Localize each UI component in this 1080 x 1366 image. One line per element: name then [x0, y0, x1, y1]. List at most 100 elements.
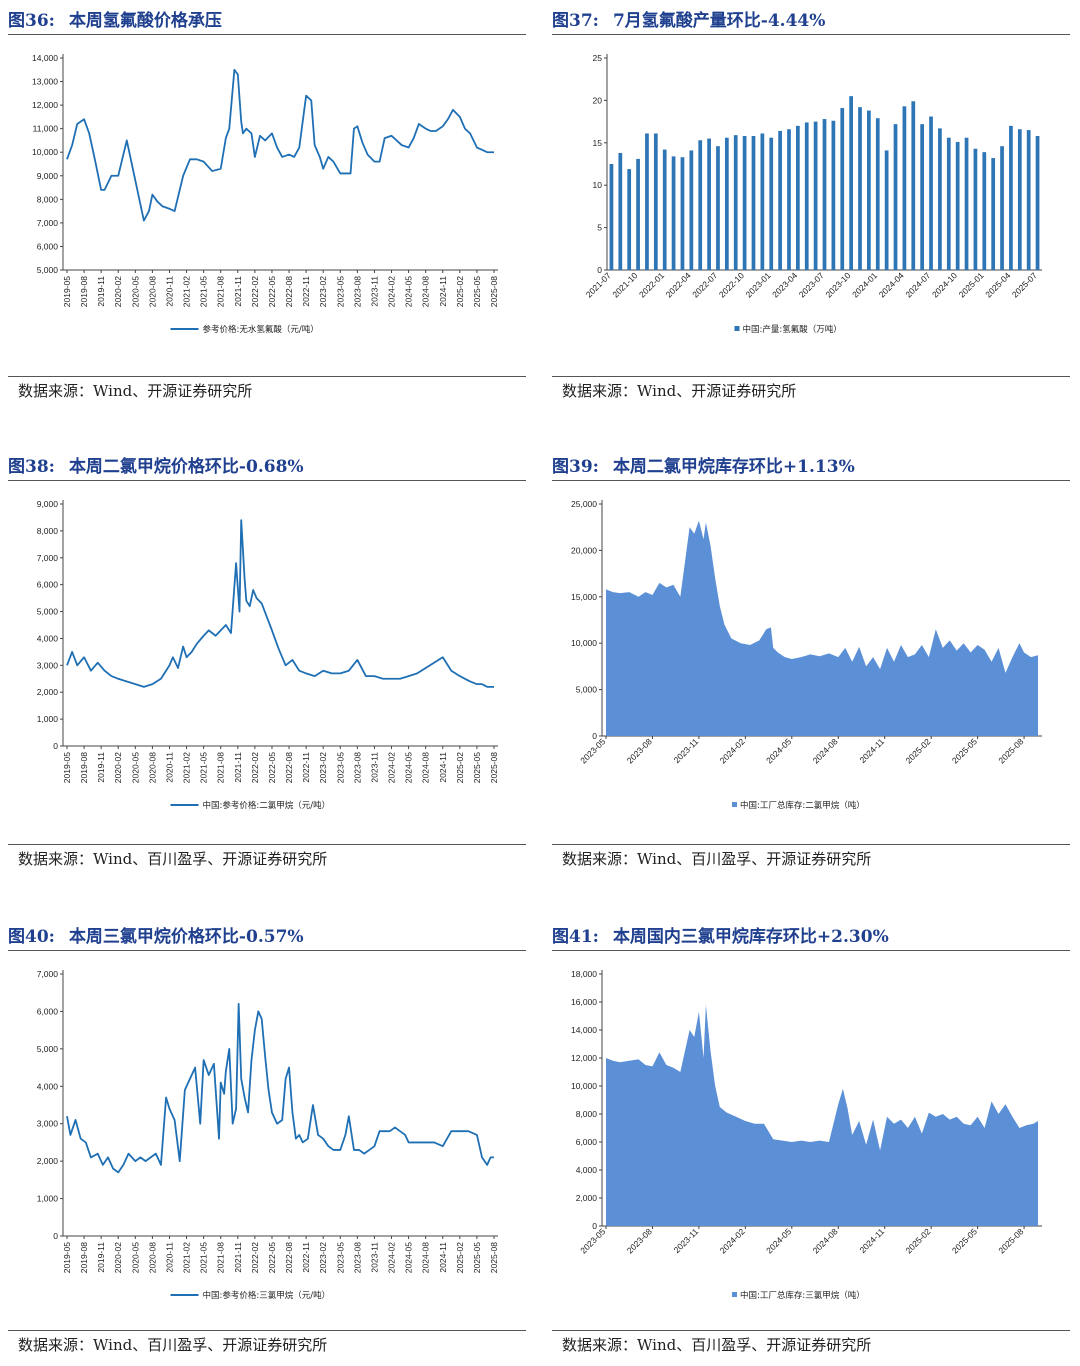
legend-label: 参考价格:无水氢氟酸（元/吨）	[203, 324, 319, 335]
bar	[609, 164, 614, 270]
legend-label: 中国:产量:氢氟酸（万吨）	[743, 324, 842, 335]
x-tick-label: 2020-08	[147, 1242, 157, 1273]
panel-fig41: 图41: 本周国内三氯甲烷库存环比+2.30% 0 2,000 4,000 6,000 8…	[552, 922, 1070, 1362]
y-tick-label: 0	[53, 741, 58, 751]
chart-svg: 0 2,000 4,000 6,000 8,000 10,000 12,000 14,000 1…	[571, 969, 1042, 1301]
x-tick-label: 2023-08	[352, 276, 362, 307]
figure-heading: 7月氢氟酸产量环比-4.44%	[612, 11, 826, 31]
x-tick-label: 2024-02	[387, 1242, 397, 1273]
bar	[769, 137, 774, 270]
figure-heading: 本周氢氟酸价格承压	[68, 11, 222, 31]
bar	[920, 124, 925, 270]
bar	[653, 133, 658, 270]
x-tick-label: 2024-11	[438, 1242, 448, 1273]
source-note: 数据来源：Wind、开源证券研究所	[562, 382, 797, 400]
x-tick-label: 2023-08	[625, 736, 654, 765]
x-tick-label: 2025-05	[950, 736, 979, 765]
y-tick-label: 13,000	[32, 77, 58, 87]
bar	[893, 124, 898, 270]
bar	[760, 133, 765, 270]
y-tick-label: 5,000	[576, 685, 598, 695]
x-tick-label: 2025-08	[996, 736, 1025, 765]
x-tick-label: 2020-05	[130, 276, 140, 307]
bar	[804, 122, 809, 270]
y-tick-label: 1,000	[37, 714, 59, 724]
x-tick-label: 2020-11	[164, 276, 174, 307]
x-tick-label: 2022-02	[250, 752, 260, 783]
bar	[1035, 136, 1040, 270]
x-tick-label: 2024-11	[857, 736, 886, 765]
y-tick-label: 8,000	[37, 526, 59, 536]
x-tick-label: 2025-01	[957, 270, 986, 299]
x-tick-label: 2025-02	[455, 752, 465, 783]
x-tick-label: 2025-08	[996, 1226, 1025, 1255]
y-tick-label: 2,000	[37, 1156, 59, 1166]
y-tick-label: 4,000	[37, 1081, 59, 1091]
x-tick-label: 2025-02	[903, 1226, 932, 1255]
figure-number: 图37:	[552, 11, 599, 31]
x-tick-label: 2023-11	[369, 1242, 379, 1273]
x-tick-label: 2024-02	[387, 276, 397, 307]
y-tick-label: 20	[593, 95, 603, 105]
bar	[929, 116, 933, 271]
x-tick-label: 2021-11	[233, 276, 243, 307]
figure-number: 图36:	[8, 11, 55, 31]
x-tick-label: 2020-02	[113, 276, 123, 307]
x-tick-label: 2022-02	[250, 276, 260, 307]
bar	[778, 130, 782, 270]
chart-tcm-price: 0 1,000 2,000 3,000 4,000 5,000 6,000 7,000 2019…	[8, 956, 526, 1326]
bar	[813, 121, 818, 270]
title-rule	[8, 480, 526, 481]
x-tick-label: 2021-10	[610, 270, 639, 299]
bar	[671, 156, 676, 270]
bar	[618, 152, 623, 270]
y-tick-label: 2,000	[576, 1193, 598, 1203]
series-area	[606, 520, 1038, 736]
x-tick-label: 2024-11	[857, 1226, 886, 1255]
y-tick-label: 25	[593, 53, 603, 63]
x-tick-label: 2023-07	[797, 270, 826, 299]
y-tick-label: 5,000	[37, 1044, 59, 1054]
x-tick-label: 2021-11	[233, 752, 243, 783]
x-tick-label: 2023-08	[625, 1226, 654, 1255]
y-tick-label: 4,000	[37, 633, 59, 643]
x-tick-label: 2023-01	[744, 270, 773, 299]
x-tick-label: 2020-02	[113, 1242, 123, 1273]
title-rule	[552, 950, 1070, 951]
x-tick-label: 2025-07	[1010, 270, 1039, 299]
chart-svg: 0 1,000 2,000 3,000 4,000 5,000 6,000 7,000 2019…	[37, 969, 499, 1301]
x-tick-label: 2021-05	[199, 1242, 209, 1273]
x-tick-label: 2025-05	[472, 276, 482, 307]
figure-number: 图39:	[552, 457, 599, 477]
title-rule	[8, 34, 526, 35]
y-tick-label: 5	[597, 223, 602, 233]
bar	[689, 150, 694, 270]
x-tick-label: 2025-04	[983, 270, 1012, 299]
x-tick-label: 2022-02	[250, 1242, 260, 1273]
legend-label: 中国:参考价格:二氯甲烷（元/吨）	[203, 800, 331, 811]
x-tick-label: 2023-02	[318, 1242, 328, 1273]
panel-title: 图37: 7月氢氟酸产量环比-4.44%	[552, 6, 1070, 34]
x-tick-label: 2021-02	[182, 752, 192, 783]
y-tick-label: 5,000	[37, 607, 59, 617]
x-tick-label: 2019-11	[96, 276, 106, 307]
x-tick-label: 2024-05	[404, 752, 414, 783]
bar	[840, 108, 845, 270]
y-tick-label: 9,000	[37, 171, 59, 181]
y-tick-label: 9,000	[37, 499, 59, 509]
y-tick-label: 10,000	[571, 638, 597, 648]
panel-fig40: 图40: 本周三氯甲烷价格环比-0.57% 0 1,000 2,000 3,000 4,0…	[8, 922, 526, 1362]
bar	[627, 169, 632, 270]
y-tick-label: 6,000	[576, 1137, 598, 1147]
x-tick-label: 2022-01	[637, 270, 666, 299]
y-tick-label: 6,000	[37, 580, 59, 590]
x-tick-label: 2025-02	[903, 736, 932, 765]
source-note: 数据来源：Wind、百川盈孚、开源证券研究所	[562, 1336, 872, 1354]
legend-swatch	[732, 1292, 737, 1297]
figure-heading: 本周二氯甲烷库存环比+1.13%	[612, 457, 855, 477]
x-tick-label: 2019-11	[96, 1242, 106, 1273]
bar	[733, 135, 738, 270]
x-tick-label: 2020-05	[130, 1242, 140, 1273]
x-tick-label: 2023-02	[318, 276, 328, 307]
x-tick-label: 2022-11	[301, 1242, 311, 1273]
